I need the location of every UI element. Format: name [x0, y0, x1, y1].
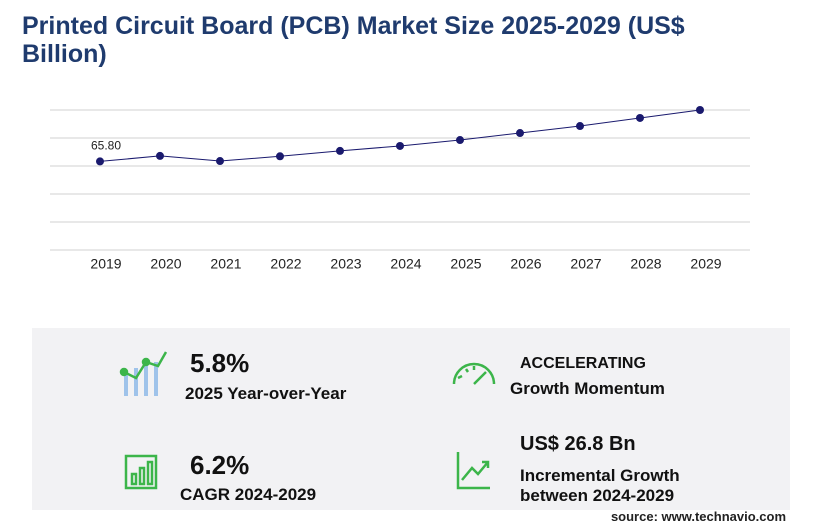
- stat-value: ACCELERATING: [520, 355, 646, 372]
- x-tick-label: 2023: [330, 256, 361, 272]
- x-tick-label: 2026: [510, 256, 541, 272]
- stats-panel: 5.8% 2025 Year-over-Year ACCELERATING Gr…: [32, 328, 790, 510]
- icons: [119, 351, 496, 490]
- stat-value: 5.8%: [190, 348, 250, 378]
- x-tick-label: 2020: [150, 256, 181, 272]
- stat-value: 6.2%: [190, 450, 250, 480]
- x-tick-label: 2025: [450, 256, 481, 272]
- x-tick-label: 2029: [690, 256, 721, 272]
- point: [336, 146, 344, 155]
- stat-label: Incremental Growth between 2024-2029: [520, 466, 680, 505]
- x-tick-label: 2022: [270, 256, 301, 272]
- point: [576, 122, 584, 131]
- value-label: 65.80: [91, 139, 121, 153]
- chart-title: Printed Circuit Board (PCB) Market Size …: [22, 12, 685, 68]
- point: [156, 151, 164, 160]
- point: [96, 157, 104, 166]
- x-tick-label: 2027: [570, 256, 601, 272]
- point: [516, 129, 524, 138]
- stat-label: 2025 Year-over-Year: [185, 384, 347, 403]
- point: [396, 141, 404, 150]
- x-tick-label: 2021: [210, 256, 241, 272]
- stat-label: CAGR 2024-2029: [180, 485, 317, 504]
- chart: 2019 2020 2021 2022 2023 2024 2025 2026 2027 2028…: [50, 106, 750, 272]
- x-tick-label: 2028: [630, 256, 661, 272]
- source: source: www.technavio.com: [610, 509, 786, 524]
- point: [636, 113, 644, 122]
- point: [696, 106, 704, 114]
- point: [456, 136, 464, 145]
- point: [276, 152, 284, 161]
- x-tick-label: 2024: [390, 256, 421, 272]
- stat-label: Growth Momentum: [510, 379, 665, 398]
- stat-value: US$ 26.8 Bn: [520, 433, 636, 455]
- point: [216, 157, 224, 166]
- x-tick-label: 2019: [90, 256, 121, 272]
- icon: [119, 351, 496, 490]
- line: [99, 109, 701, 162]
